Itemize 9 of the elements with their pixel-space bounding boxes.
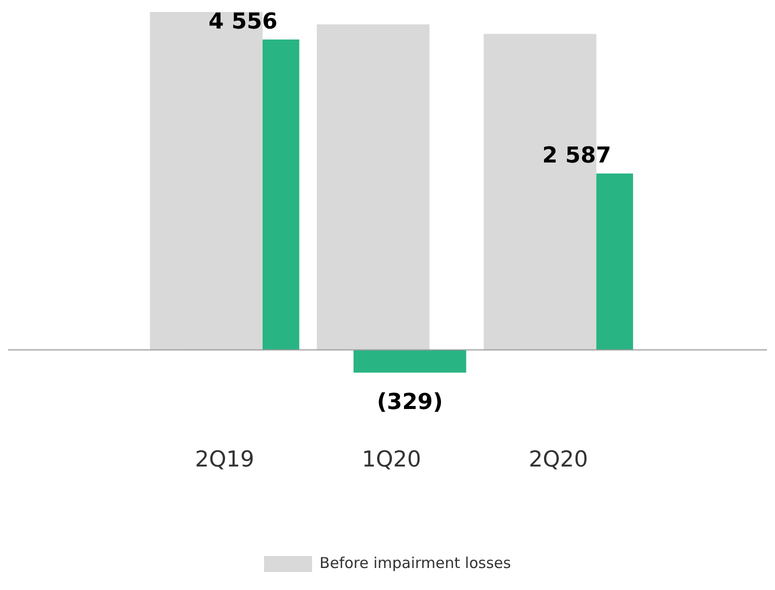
x-tick-label: 2Q19 <box>194 448 254 473</box>
bar <box>354 350 466 373</box>
legend-label: Before impairment losses <box>320 554 512 572</box>
data-label: (329) <box>376 390 443 415</box>
data-label: 2 587 <box>542 144 612 169</box>
data-label: 4 556 <box>208 10 278 35</box>
bar <box>316 24 430 350</box>
x-tick-label: 1Q20 <box>362 448 422 473</box>
x-tick-label: 2Q20 <box>528 448 588 473</box>
